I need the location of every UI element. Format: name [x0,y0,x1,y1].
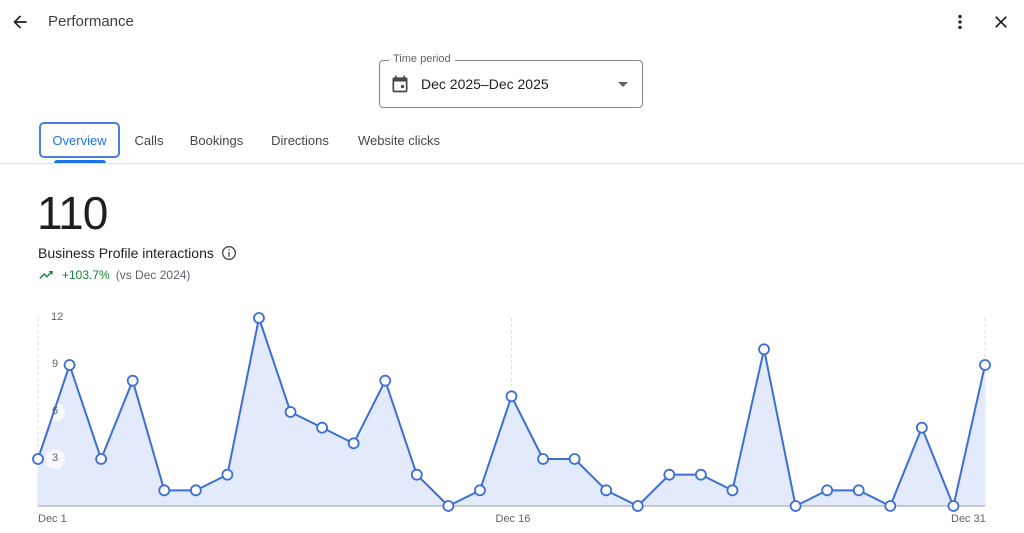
data-point[interactable] [316,421,329,434]
tab-website-clicks[interactable]: Website clicks [357,132,441,148]
data-point[interactable] [758,343,770,356]
y-axis-tick: 9 [52,358,59,370]
data-point[interactable] [32,453,44,465]
dropdown-arrow-icon [618,82,628,87]
y-tick-halo [45,402,65,422]
data-point[interactable] [158,484,171,497]
active-tab-indicator [54,160,106,163]
back-button[interactable] [4,6,36,38]
time-period-select[interactable]: Time period Dec 2025–Dec 2025 [379,53,643,108]
tab-bar: Overview Calls Bookings Directions Websi… [0,122,1024,164]
close-button[interactable] [985,6,1017,38]
data-point[interactable] [63,359,76,371]
calendar-icon [392,75,408,93]
tab-bookings[interactable]: Bookings [189,132,244,148]
x-axis-tick: Dec 31 [951,513,986,525]
chart-plot [32,312,991,512]
data-point[interactable] [126,374,139,387]
x-axis-tick: Dec 16 [495,513,531,525]
y-tick-halo [45,449,65,469]
data-point[interactable] [852,484,865,497]
x-axis-tick: Dec 1 [38,513,67,525]
trending-up-icon [39,271,53,279]
y-axis-tick: 6 [52,405,59,417]
time-period-label: Time period [389,53,455,65]
data-point[interactable] [821,484,834,497]
info-icon[interactable] [221,245,237,261]
data-point[interactable] [189,484,202,497]
data-point[interactable] [884,500,897,512]
data-point[interactable] [253,312,265,324]
data-point[interactable] [568,453,581,465]
data-point[interactable] [631,500,644,512]
data-point[interactable] [537,453,549,465]
data-point[interactable] [695,468,707,481]
data-point[interactable] [347,437,360,450]
data-point[interactable] [505,390,518,403]
data-point[interactable] [726,484,739,497]
trend-row: +103.7% (vs Dec 2024) [38,267,190,283]
data-point[interactable] [915,421,928,434]
data-point[interactable] [979,359,991,371]
more-vert-icon [958,14,962,30]
data-point[interactable] [442,500,455,512]
y-axis-tick: 12 [51,311,64,323]
y-axis-tick: 3 [52,452,59,464]
area-fill [38,318,985,506]
trend-percentage: +103.7% [62,268,110,282]
data-point[interactable] [284,406,297,418]
tab-directions[interactable]: Directions [271,132,329,148]
data-point[interactable] [221,468,234,481]
data-point[interactable] [379,374,392,387]
data-point[interactable] [95,453,108,465]
data-point[interactable] [663,468,676,481]
data-point[interactable] [947,500,960,512]
tab-calls[interactable]: Calls [134,132,164,148]
data-point[interactable] [789,500,802,512]
total-interactions-value: 110 [37,187,108,239]
arrow-back-icon [13,15,27,29]
metric-label: Business Profile interactions [38,245,214,261]
data-point[interactable] [474,484,486,497]
top-bar: Performance [0,0,1024,44]
data-point[interactable] [410,468,423,481]
trend-comparison: (vs Dec 2024) [115,268,191,282]
interactions-chart: 3 6 9 12 Dec 1 Dec 16 Dec 31 [0,300,1024,533]
page-title: Performance [48,13,134,30]
close-icon [995,16,1007,28]
tab-overview[interactable]: Overview [39,122,120,158]
data-point[interactable] [600,484,613,497]
time-period-value: Dec 2025–Dec 2025 [421,76,549,92]
more-options-button[interactable] [944,6,976,38]
